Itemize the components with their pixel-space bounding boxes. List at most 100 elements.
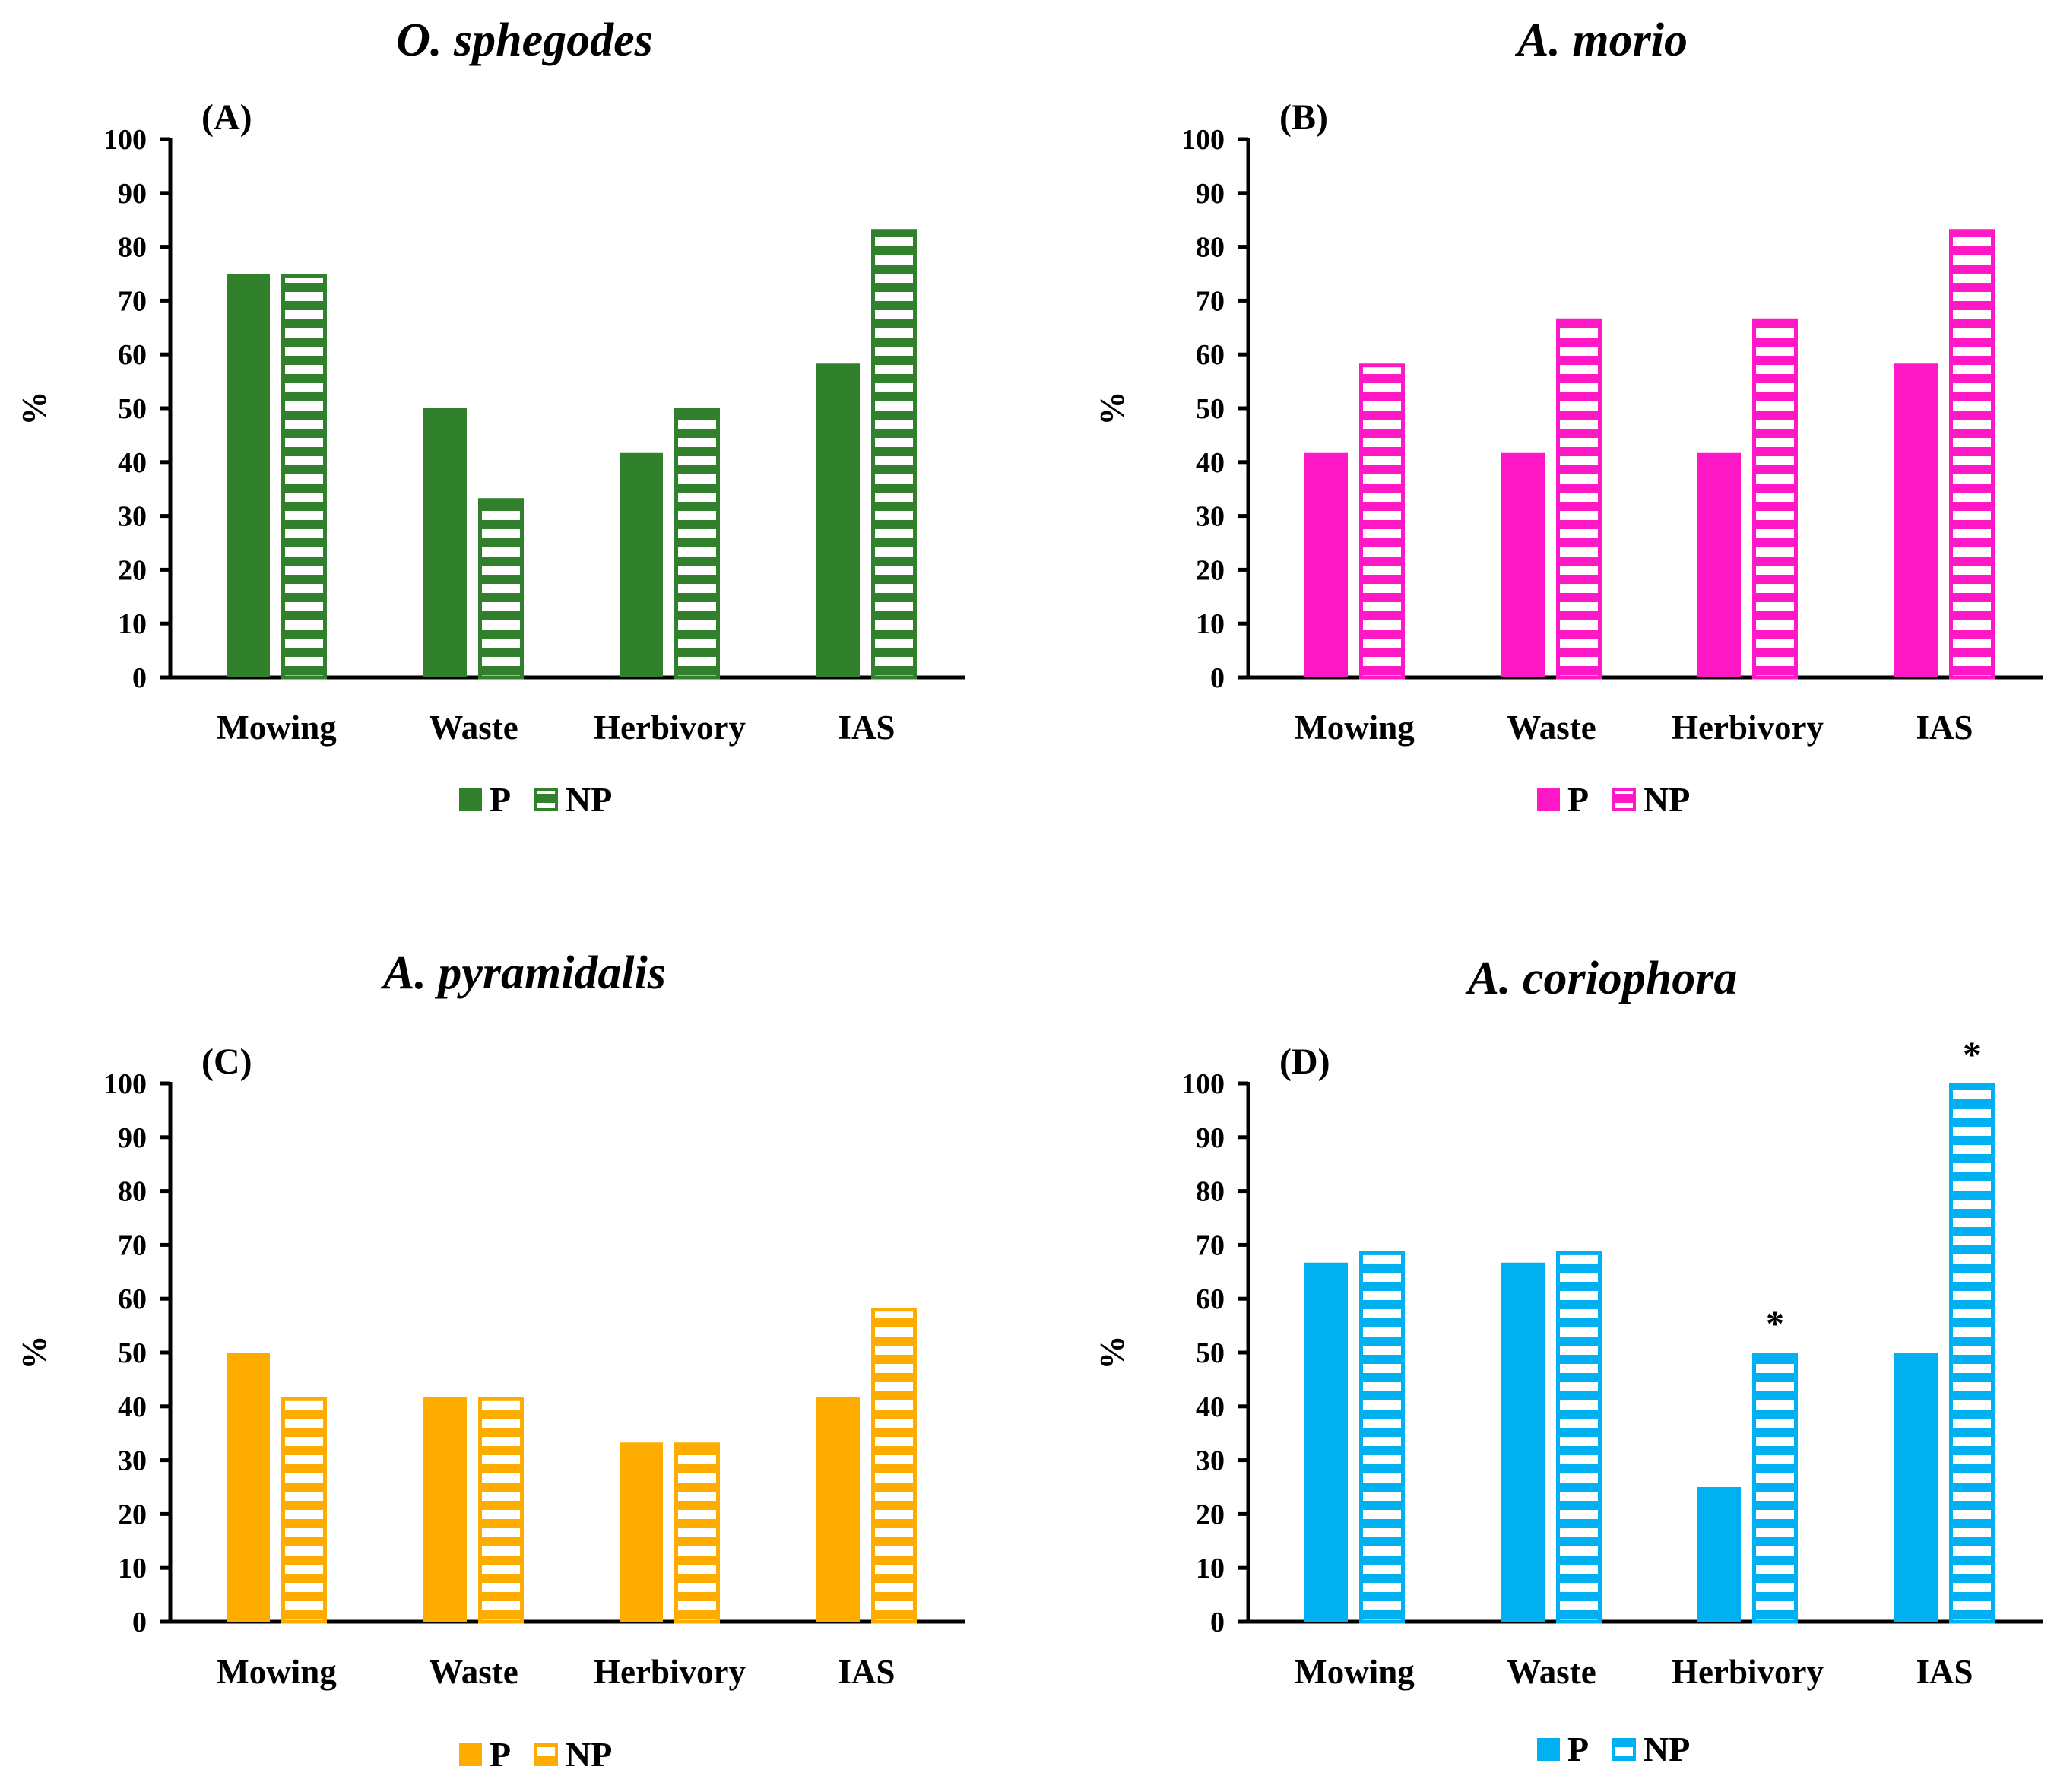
legend-swatch-np: [1612, 788, 1636, 811]
chart-title: A. coriophora: [1465, 953, 1738, 1004]
bar-p: [1501, 1262, 1545, 1622]
bar-np: [871, 1308, 917, 1624]
x-tick-label: Herbivory: [1672, 709, 1824, 747]
y-tick-label: 0: [132, 1606, 147, 1638]
bar-np: [1752, 318, 1798, 680]
bar-p: [1894, 363, 1938, 677]
x-tick-label: Waste: [429, 709, 518, 747]
legend-label-np: NP: [566, 1735, 612, 1774]
bar-np: [281, 1397, 327, 1624]
x-tick-label: Mowing: [1295, 1653, 1415, 1691]
y-tick-label: 90: [118, 178, 147, 210]
legend-label-np: NP: [566, 780, 612, 819]
y-tick-label: 40: [118, 1391, 147, 1423]
significance-asterisk: *: [1963, 1035, 1981, 1075]
y-tick-label: 80: [1196, 232, 1225, 264]
significance-asterisk: *: [1766, 1304, 1784, 1344]
y-tick-label: 20: [1196, 1499, 1225, 1530]
y-tick-label: 100: [1181, 1068, 1225, 1100]
y-tick-label: 20: [1196, 554, 1225, 586]
legend-swatch-p: [1537, 788, 1560, 811]
panel-label: (B): [1279, 97, 1328, 138]
y-tick-label: 50: [1196, 393, 1225, 425]
bar-np: [871, 229, 917, 680]
x-tick-label: IAS: [838, 709, 895, 747]
panel-label: (D): [1279, 1042, 1330, 1082]
y-tick-label: 80: [118, 232, 147, 264]
bar-np: [1556, 318, 1602, 680]
panel-label: (A): [201, 97, 252, 138]
bar-p: [1501, 452, 1545, 677]
bar-p: [620, 1442, 663, 1622]
bar-p: [1304, 1262, 1348, 1622]
bar-p: [1894, 1353, 1938, 1622]
panel-label: (C): [201, 1042, 252, 1082]
bar-p: [227, 1353, 270, 1622]
legend-label-p: P: [490, 1735, 511, 1774]
y-tick-label: 60: [1196, 339, 1225, 371]
legend-swatch-np: [534, 788, 558, 811]
y-tick-label: 0: [1210, 1606, 1225, 1638]
chart-panel-a: O. sphegodes (A)% 0 10 20 30 40 50 60 70 80 90 100 Mo…: [15, 14, 965, 819]
y-tick-label: 60: [118, 1283, 147, 1315]
y-tick-label: 10: [118, 1553, 147, 1584]
y-tick-label: 60: [118, 339, 147, 371]
bar-np: [478, 498, 524, 680]
y-tick-label: 80: [118, 1176, 147, 1208]
y-tick-label: 0: [1210, 662, 1225, 694]
bar-np: [1556, 1251, 1602, 1624]
y-tick-label: 30: [118, 501, 147, 533]
bar-p: [816, 363, 860, 677]
chart-title: A. morio: [1514, 14, 1688, 66]
x-tick-label: Herbivory: [594, 1653, 746, 1691]
y-tick-label: 30: [118, 1445, 147, 1477]
y-tick-label: 30: [1196, 501, 1225, 533]
legend-swatch-np: [1612, 1738, 1636, 1761]
bar-np: [674, 1442, 720, 1624]
y-tick-label: 10: [1196, 608, 1225, 640]
y-tick-label: 40: [1196, 447, 1225, 479]
y-tick-label: 70: [118, 1229, 147, 1261]
y-tick-label: 90: [1196, 1122, 1225, 1154]
y-axis-label: %: [15, 392, 53, 426]
chart-title: O. sphegodes: [396, 14, 653, 66]
y-tick-label: 70: [1196, 1229, 1225, 1261]
y-tick-label: 50: [118, 393, 147, 425]
y-tick-label: 100: [1181, 124, 1225, 156]
y-tick-label: 70: [1196, 285, 1225, 317]
x-tick-label: Waste: [429, 1653, 518, 1691]
x-tick-label: Waste: [1507, 709, 1596, 747]
chart-panel-c: A. pyramidalis (C)% 0 10 20 30 40 50 60 70 80 90 100…: [15, 947, 965, 1774]
bar-np: [1949, 229, 1995, 680]
legend-label-p: P: [490, 780, 511, 819]
y-tick-label: 60: [1196, 1283, 1225, 1315]
y-tick-label: 20: [118, 1499, 147, 1530]
bar-p: [620, 452, 663, 677]
legend-swatch-np: [534, 1743, 558, 1766]
bar-p: [227, 274, 270, 677]
bar-p: [1697, 452, 1741, 677]
legend-label-p: P: [1567, 1730, 1589, 1768]
y-tick-label: 40: [118, 447, 147, 479]
x-tick-label: IAS: [1916, 1653, 1973, 1691]
bar-p: [816, 1397, 860, 1622]
y-tick-label: 80: [1196, 1176, 1225, 1208]
x-tick-label: IAS: [1916, 709, 1973, 747]
y-tick-label: 50: [118, 1337, 147, 1369]
x-tick-label: Mowing: [1295, 709, 1415, 747]
bar-p: [423, 408, 467, 677]
y-tick-label: 50: [1196, 1337, 1225, 1369]
x-tick-label: Herbivory: [594, 709, 746, 747]
bar-np: [478, 1397, 524, 1624]
bar-np: [1359, 1251, 1405, 1624]
bar-np: [1359, 363, 1405, 680]
y-tick-label: 10: [1196, 1553, 1225, 1584]
y-tick-label: 10: [118, 608, 147, 640]
x-tick-label: Waste: [1507, 1653, 1596, 1691]
legend-label-np: NP: [1644, 780, 1690, 819]
bar-p: [1697, 1487, 1741, 1622]
bar-np: [1752, 1353, 1798, 1624]
y-axis-label: %: [1093, 392, 1131, 426]
legend-label-np: NP: [1644, 1730, 1690, 1768]
